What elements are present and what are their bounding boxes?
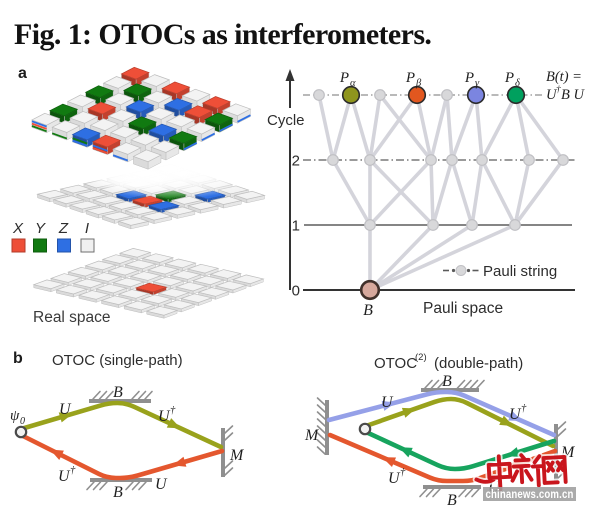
legend-letter-Z: Z: [58, 220, 69, 237]
pauli-edges: [317, 93, 565, 292]
pauli-space-label: Pauli space: [423, 300, 503, 317]
p-label-main: P: [339, 70, 349, 86]
pauli-node-B: [359, 279, 381, 301]
pauli-node-γ: [466, 85, 486, 105]
chinanews-watermark: chinanews.com.cn: [472, 451, 576, 501]
right-u-top-label: U: [381, 394, 394, 411]
figure-title: Fig. 1: OTOCs as interferometers.: [14, 18, 431, 51]
b-node-label: B: [363, 302, 373, 319]
legend-swatch-Y: [33, 238, 47, 253]
bt-equation-line1: B(t) =: [546, 69, 582, 85]
left-b-top-label: B: [113, 384, 123, 401]
legend-swatch-Z: [57, 238, 71, 253]
legend-letter-X: X: [12, 220, 24, 237]
right-udag-top-label: U †: [509, 403, 527, 423]
real-space-label: Real space: [33, 309, 111, 326]
left-udag-top-u: U: [158, 408, 171, 425]
pauli-string-legend: Pauli string: [443, 263, 557, 280]
pauli-string-dot-right: [466, 268, 471, 273]
psi-symbol: ψ: [10, 408, 20, 424]
right-udag-bottom-u: U: [388, 470, 401, 487]
watermark-url: chinanews.com.cn: [486, 487, 574, 501]
otoc-double-title: OTOC (2) (double-path): [374, 352, 523, 372]
bt-u: U: [546, 87, 558, 103]
cycle-tick-1: 1: [292, 218, 300, 235]
otoc-double-title-main: OTOC: [374, 355, 417, 372]
left-u-top-label: U: [59, 401, 72, 418]
legend-swatch-I: [80, 238, 95, 253]
legend-letter-Y: Y: [35, 220, 46, 237]
right-udag-top-u: U: [509, 406, 522, 423]
right-b-bottom-label: B: [447, 492, 457, 509]
pauli-node-δ: [506, 85, 526, 105]
left-udag-top-dagger: †: [170, 405, 176, 416]
p-label-sub: γ: [475, 78, 480, 89]
left-b-bottom-label: B: [113, 484, 123, 501]
cycle-tick-0: 0: [292, 283, 300, 300]
legend-letter-I: I: [85, 220, 89, 237]
bt-equation-line2: U † B U: [546, 85, 585, 103]
pauli-node-β: [407, 85, 427, 105]
psi0-state-dot: [14, 425, 28, 439]
psi0-label: ψ 0: [10, 408, 25, 427]
p-label-sub: α: [350, 78, 356, 89]
p-label-main: P: [504, 70, 514, 86]
cycle-tick-2: 2: [292, 153, 300, 170]
otoc-single-path-diagram: [14, 390, 234, 491]
start-state-dot: [358, 422, 372, 436]
legend-swatch-X: [11, 238, 26, 253]
psi-subscript: 0: [20, 416, 25, 427]
right-udag-top-dagger: †: [521, 403, 527, 414]
right-b-top-label: B: [442, 373, 452, 390]
real-space-grid-top: [31, 66, 252, 170]
watermark-url-bar: [483, 487, 576, 501]
cycle-axis-label: Cycle: [267, 112, 305, 129]
otoc-single-title: OTOC (single-path): [52, 352, 183, 369]
light-glow-2: [90, 164, 180, 192]
right-udag-bottom-dagger: †: [400, 467, 406, 478]
real-space-grid-bottom: [32, 248, 265, 319]
panel-a-label: a: [18, 65, 27, 82]
pauli-string-node-icon: [455, 265, 467, 276]
left-udag-bottom-u: U: [58, 468, 71, 485]
left-m-label: M: [229, 447, 245, 464]
bt-bu: B U: [561, 87, 585, 103]
panel-b-label: b: [13, 350, 23, 367]
p-label-sub: δ: [515, 78, 521, 89]
left-udag-bottom-dagger: †: [70, 465, 76, 476]
otoc-double-title-rest: (double-path): [434, 355, 523, 372]
right-m-left-label: M: [304, 427, 320, 444]
pauli-node-α: [341, 85, 361, 105]
chinanews-logo-text: [472, 451, 570, 494]
pauli-string-dot-left: [451, 268, 456, 273]
p-label-main: P: [405, 70, 415, 86]
left-udag-top-label: U †: [158, 405, 176, 425]
p-label-main: P: [464, 70, 474, 86]
right-udag-bottom-label: U †: [388, 467, 406, 487]
otoc-double-title-sup: (2): [415, 352, 427, 363]
p-label-sub: β: [415, 78, 422, 89]
left-u-bottom-label: U: [155, 476, 168, 493]
left-udag-bottom-label: U †: [58, 465, 76, 485]
pauli-string-label: Pauli string: [483, 263, 557, 280]
bt-dagger: †: [556, 85, 561, 95]
